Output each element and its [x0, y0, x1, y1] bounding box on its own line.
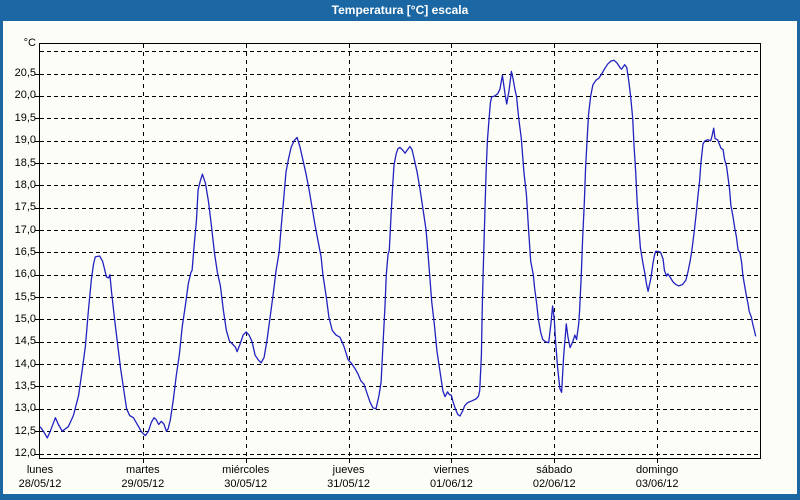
y-axis-tick: [35, 208, 39, 209]
y-axis-tick: [35, 454, 39, 455]
y-axis-tick: [35, 364, 39, 365]
window-frame-right: [797, 21, 800, 500]
day-name: martes: [126, 464, 160, 476]
x-axis-tick: [657, 459, 658, 463]
y-axis-label: 14,0: [14, 357, 36, 370]
y-axis-label: 15,5: [14, 290, 36, 303]
x-axis-day-label: jueves 31/05/12: [294, 463, 404, 491]
title-bar: Temperatura [°C] escala: [0, 0, 800, 21]
x-axis-day-label: martes 29/05/12: [88, 463, 198, 491]
y-axis-tick: [35, 275, 39, 276]
y-axis-label: 15,0: [14, 312, 36, 325]
window-title: Temperatura [°C] escala: [331, 3, 469, 17]
y-axis-unit-label: °C: [23, 37, 36, 49]
y-axis-label: 13,0: [14, 402, 36, 415]
y-axis-tick: [35, 409, 39, 410]
y-axis-label: 17,0: [14, 223, 36, 236]
day-name: viernes: [433, 464, 470, 476]
x-axis-day-label: miércoles 30/05/12: [191, 463, 301, 491]
y-axis-tick: [35, 319, 39, 320]
x-axis-day-label: domingo 03/06/12: [602, 463, 712, 491]
day-date: 31/05/12: [327, 478, 370, 490]
y-axis-tick: [35, 118, 39, 119]
y-axis-label: 18,0: [14, 178, 36, 191]
x-axis-tick: [246, 459, 247, 463]
y-axis-label: 14,5: [14, 335, 36, 348]
y-axis-label: 20,0: [14, 89, 36, 102]
y-axis-tick: [35, 163, 39, 164]
y-axis-tick: [35, 342, 39, 343]
y-axis-tick: [35, 74, 39, 75]
day-date: 28/05/12: [18, 478, 62, 490]
x-axis-day-label: lunes 28/05/12: [0, 463, 95, 491]
window-frame-bottom: [0, 494, 800, 500]
plot-area: [39, 43, 761, 459]
y-axis-label: 19,5: [14, 111, 36, 124]
x-axis-tick: [554, 459, 555, 463]
y-axis-tick: [35, 96, 39, 97]
day-name: lunes: [26, 464, 54, 476]
day-date: 03/06/12: [635, 478, 679, 490]
y-axis-tick: [35, 297, 39, 298]
temperature-line: [40, 59, 757, 439]
y-axis-label: 16,5: [14, 245, 36, 258]
y-axis-tick: [35, 386, 39, 387]
x-axis-tick: [451, 459, 452, 463]
temperature-chart: [40, 44, 760, 458]
x-axis-tick: [143, 459, 144, 463]
y-axis-label: 16,0: [14, 268, 36, 281]
y-axis-label: 18,5: [14, 156, 36, 169]
y-axis-label: 13,5: [14, 379, 36, 392]
day-date: 29/05/12: [121, 478, 165, 490]
y-axis-label: 12,0: [14, 447, 36, 459]
y-axis-tick: [35, 252, 39, 253]
y-axis-tick: [35, 230, 39, 231]
y-axis-tick: [35, 185, 39, 186]
day-name: domingo: [636, 464, 679, 476]
day-date: 01/06/12: [430, 478, 473, 490]
window-frame-left: [0, 21, 3, 500]
x-axis-day-label: viernes 01/06/12: [396, 463, 506, 491]
day-name: sábado: [536, 464, 573, 476]
day-name: jueves: [332, 464, 365, 476]
y-axis-label: 19,0: [14, 134, 36, 147]
x-axis-tick: [349, 459, 350, 463]
y-axis-tick: [35, 431, 39, 432]
y-axis-label: 20,5: [14, 67, 36, 80]
day-date: 02/06/12: [532, 478, 576, 490]
y-axis-tick: [35, 141, 39, 142]
y-axis-label: 17,5: [14, 201, 36, 214]
x-axis-day-label: sábado 02/06/12: [499, 463, 609, 491]
day-name: miércoles: [222, 464, 270, 476]
y-axis-label: 12,5: [14, 424, 36, 437]
day-date: 30/05/12: [224, 478, 268, 490]
